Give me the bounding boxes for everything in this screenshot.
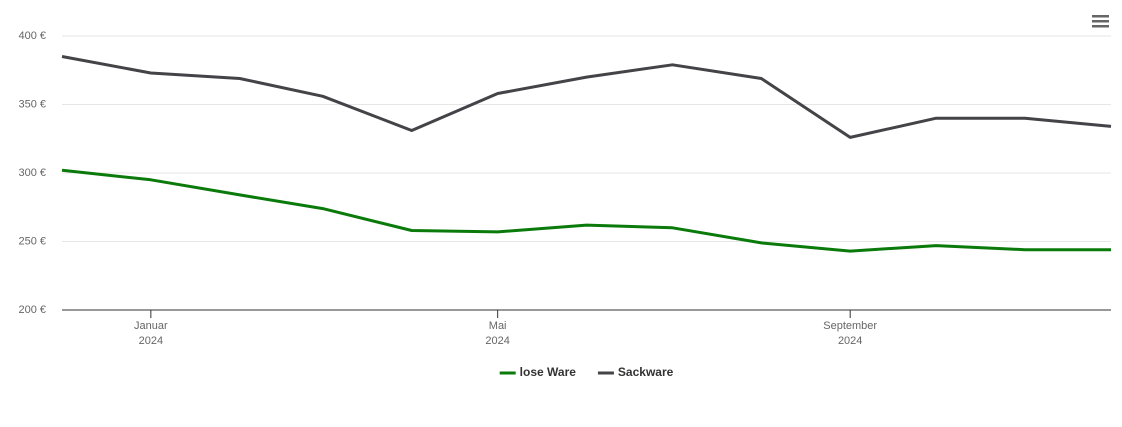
y-tick-label: 350 € <box>18 98 46 110</box>
x-tick-label: Mai 2024 <box>485 320 509 347</box>
series-line <box>61 55 1112 139</box>
y-tick-label: 250 € <box>18 235 46 247</box>
legend: lose Ware Sackware <box>499 365 674 379</box>
y-tick-label: 300 € <box>18 167 46 179</box>
legend-label: lose Ware <box>520 365 577 379</box>
series-line <box>61 168 1111 253</box>
legend-label: Sackware <box>618 365 674 379</box>
legend-item[interactable]: lose Ware <box>499 365 577 379</box>
x-tick-label: September 2024 <box>823 320 877 347</box>
x-tick-label: Januar 2024 <box>134 320 168 347</box>
y-tick-label: 200 € <box>18 304 46 316</box>
menu-icon[interactable] <box>1092 15 1109 28</box>
y-tick-label: 400 € <box>18 30 46 42</box>
legend-item[interactable]: Sackware <box>597 365 674 379</box>
